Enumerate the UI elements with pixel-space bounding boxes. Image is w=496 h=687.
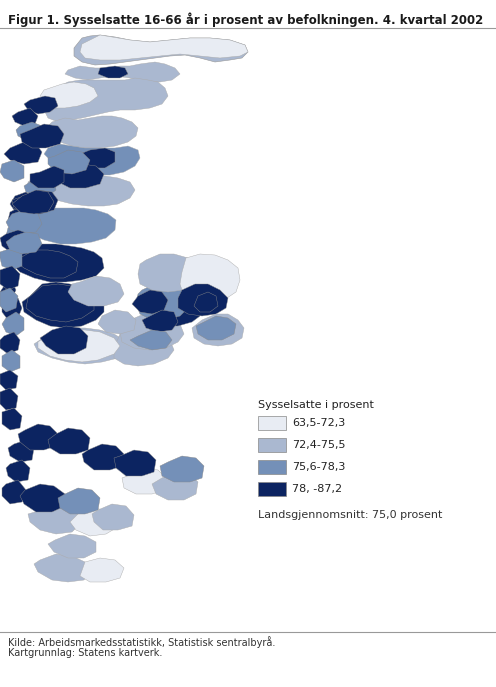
Polygon shape	[0, 282, 16, 298]
Polygon shape	[38, 330, 120, 362]
Text: Kilde: Arbeidsmarkedsstatistikk, Statistisk sentralbyrå.: Kilde: Arbeidsmarkedsstatistikk, Statist…	[8, 636, 275, 648]
Text: Landsgjennomsnitt: 75,0 prosent: Landsgjennomsnitt: 75,0 prosent	[258, 510, 442, 520]
Polygon shape	[2, 312, 24, 336]
Polygon shape	[138, 254, 200, 292]
Polygon shape	[0, 230, 32, 252]
Polygon shape	[0, 332, 20, 354]
Bar	[258, 416, 286, 430]
Text: 75,6-78,3: 75,6-78,3	[292, 462, 345, 472]
Polygon shape	[92, 504, 134, 530]
Polygon shape	[0, 370, 18, 390]
Polygon shape	[132, 290, 168, 314]
Polygon shape	[196, 316, 236, 340]
Polygon shape	[6, 460, 30, 482]
Polygon shape	[24, 96, 58, 114]
Polygon shape	[2, 266, 18, 282]
Polygon shape	[28, 506, 80, 534]
Polygon shape	[8, 208, 24, 226]
Polygon shape	[65, 62, 180, 82]
Polygon shape	[56, 164, 104, 188]
Polygon shape	[12, 190, 58, 214]
Polygon shape	[136, 284, 188, 320]
Polygon shape	[0, 160, 24, 182]
Polygon shape	[68, 276, 124, 306]
Polygon shape	[194, 292, 218, 312]
Polygon shape	[6, 224, 22, 242]
Bar	[258, 482, 286, 496]
Polygon shape	[22, 282, 104, 328]
Polygon shape	[178, 284, 228, 316]
Bar	[258, 438, 286, 452]
Polygon shape	[6, 210, 42, 234]
Polygon shape	[12, 190, 54, 214]
Polygon shape	[40, 326, 88, 354]
Polygon shape	[82, 444, 124, 470]
Polygon shape	[12, 244, 104, 282]
Polygon shape	[18, 208, 116, 244]
Polygon shape	[152, 472, 198, 500]
Polygon shape	[130, 330, 172, 350]
Polygon shape	[160, 456, 204, 482]
Polygon shape	[80, 35, 248, 60]
Polygon shape	[142, 310, 178, 332]
Polygon shape	[6, 232, 42, 254]
Polygon shape	[30, 166, 64, 188]
Polygon shape	[2, 350, 20, 372]
Polygon shape	[2, 480, 26, 504]
Text: 78, -87,2: 78, -87,2	[292, 484, 342, 494]
Polygon shape	[8, 440, 34, 462]
Polygon shape	[192, 314, 244, 346]
Polygon shape	[98, 66, 128, 78]
Polygon shape	[12, 108, 38, 126]
Polygon shape	[20, 124, 64, 148]
Polygon shape	[0, 248, 22, 270]
Polygon shape	[0, 288, 18, 312]
Polygon shape	[26, 284, 94, 322]
Polygon shape	[24, 176, 56, 196]
Polygon shape	[16, 250, 78, 278]
Polygon shape	[114, 450, 156, 476]
Polygon shape	[40, 82, 98, 108]
Polygon shape	[16, 122, 45, 140]
Polygon shape	[80, 558, 124, 582]
Polygon shape	[180, 254, 240, 304]
Text: 72,4-75,5: 72,4-75,5	[292, 440, 346, 450]
Polygon shape	[70, 508, 116, 536]
Polygon shape	[28, 168, 135, 206]
Polygon shape	[44, 78, 168, 122]
Text: Kartgrunnlag: Statens kartverk.: Kartgrunnlag: Statens kartverk.	[8, 648, 162, 658]
Polygon shape	[2, 298, 22, 320]
Polygon shape	[34, 328, 126, 364]
Polygon shape	[152, 294, 202, 326]
Polygon shape	[34, 554, 90, 582]
Polygon shape	[120, 314, 184, 350]
Text: Figur 1. Sysselsatte 16-66 år i prosent av befolkningen. 4. kvartal 2002: Figur 1. Sysselsatte 16-66 år i prosent …	[8, 12, 483, 27]
Polygon shape	[48, 428, 90, 454]
Polygon shape	[98, 310, 136, 334]
Polygon shape	[48, 150, 90, 174]
Polygon shape	[114, 330, 174, 366]
Polygon shape	[48, 534, 96, 558]
Polygon shape	[0, 388, 18, 410]
Polygon shape	[58, 488, 100, 514]
Polygon shape	[74, 35, 248, 65]
Polygon shape	[122, 468, 166, 494]
Text: Sysselsatte i prosent: Sysselsatte i prosent	[258, 400, 374, 410]
Bar	[258, 460, 286, 474]
Polygon shape	[4, 142, 42, 164]
Polygon shape	[80, 148, 115, 168]
Polygon shape	[18, 424, 58, 450]
Polygon shape	[0, 266, 20, 290]
Polygon shape	[2, 408, 22, 430]
Polygon shape	[44, 144, 140, 175]
Polygon shape	[20, 484, 65, 512]
Polygon shape	[46, 116, 138, 148]
Text: 63,5-72,3: 63,5-72,3	[292, 418, 345, 428]
Polygon shape	[10, 192, 34, 212]
